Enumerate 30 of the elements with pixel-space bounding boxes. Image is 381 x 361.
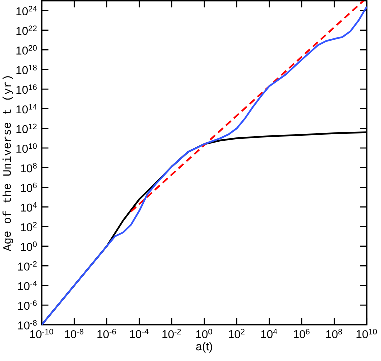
- y-tick-label: 10$^{-8}$: [18, 320, 37, 330]
- x-tick-label: 10$^{8}$: [326, 329, 342, 338]
- x-tick-label: 10$^{4}$: [262, 329, 278, 338]
- x-axis-title: a(t): [196, 342, 212, 353]
- x-tick-label: 10$^{-2}$: [162, 329, 182, 338]
- x-tick-label: 10$^{-8}$: [65, 329, 84, 338]
- y-tick-label: 10$^{14}$: [16, 104, 38, 114]
- y-tick-label: 10$^{6}$: [21, 182, 37, 192]
- y-tick-label: 10$^{18}$: [16, 65, 37, 74]
- y-tick-label: 10$^{-2}$: [18, 261, 37, 271]
- y-tick-label: 10$^{4}$: [21, 202, 38, 212]
- y-tick-label: 10$^{8}$: [21, 163, 37, 173]
- y-tick-label: 10$^{2}$: [21, 222, 37, 232]
- x-tick-label: 10$^{-4}$: [130, 329, 149, 338]
- y-tick-label: 10$^{-6}$: [18, 300, 37, 310]
- x-tick-label: 10$^{0}$: [196, 329, 212, 338]
- x-tick-label: 10$^{-10}$: [30, 329, 54, 338]
- x-tick-label: 10$^{6}$: [294, 329, 310, 338]
- y-tick-label: 10$^{22}$: [16, 26, 37, 36]
- y-tick-label: 10$^{16}$: [16, 84, 37, 94]
- y-tick-label: 10$^{24}$: [16, 6, 38, 16]
- x-tick-label: 10$^{10}$: [356, 329, 378, 338]
- y-tick-label: 10$^{12}$: [16, 124, 37, 134]
- x-tick-label: 10$^{2}$: [229, 329, 245, 338]
- y-axis-title: Age of the Universe t (yr): [2, 76, 14, 252]
- y-tick-label: 10$^{-4}$: [18, 281, 38, 290]
- y-tick-label: 10$^{20}$: [16, 45, 37, 55]
- y-tick-label: 10$^{10}$: [16, 144, 37, 153]
- y-tick-label: 10$^{0}$: [21, 242, 37, 252]
- x-tick-label: 10$^{-6}$: [98, 329, 116, 338]
